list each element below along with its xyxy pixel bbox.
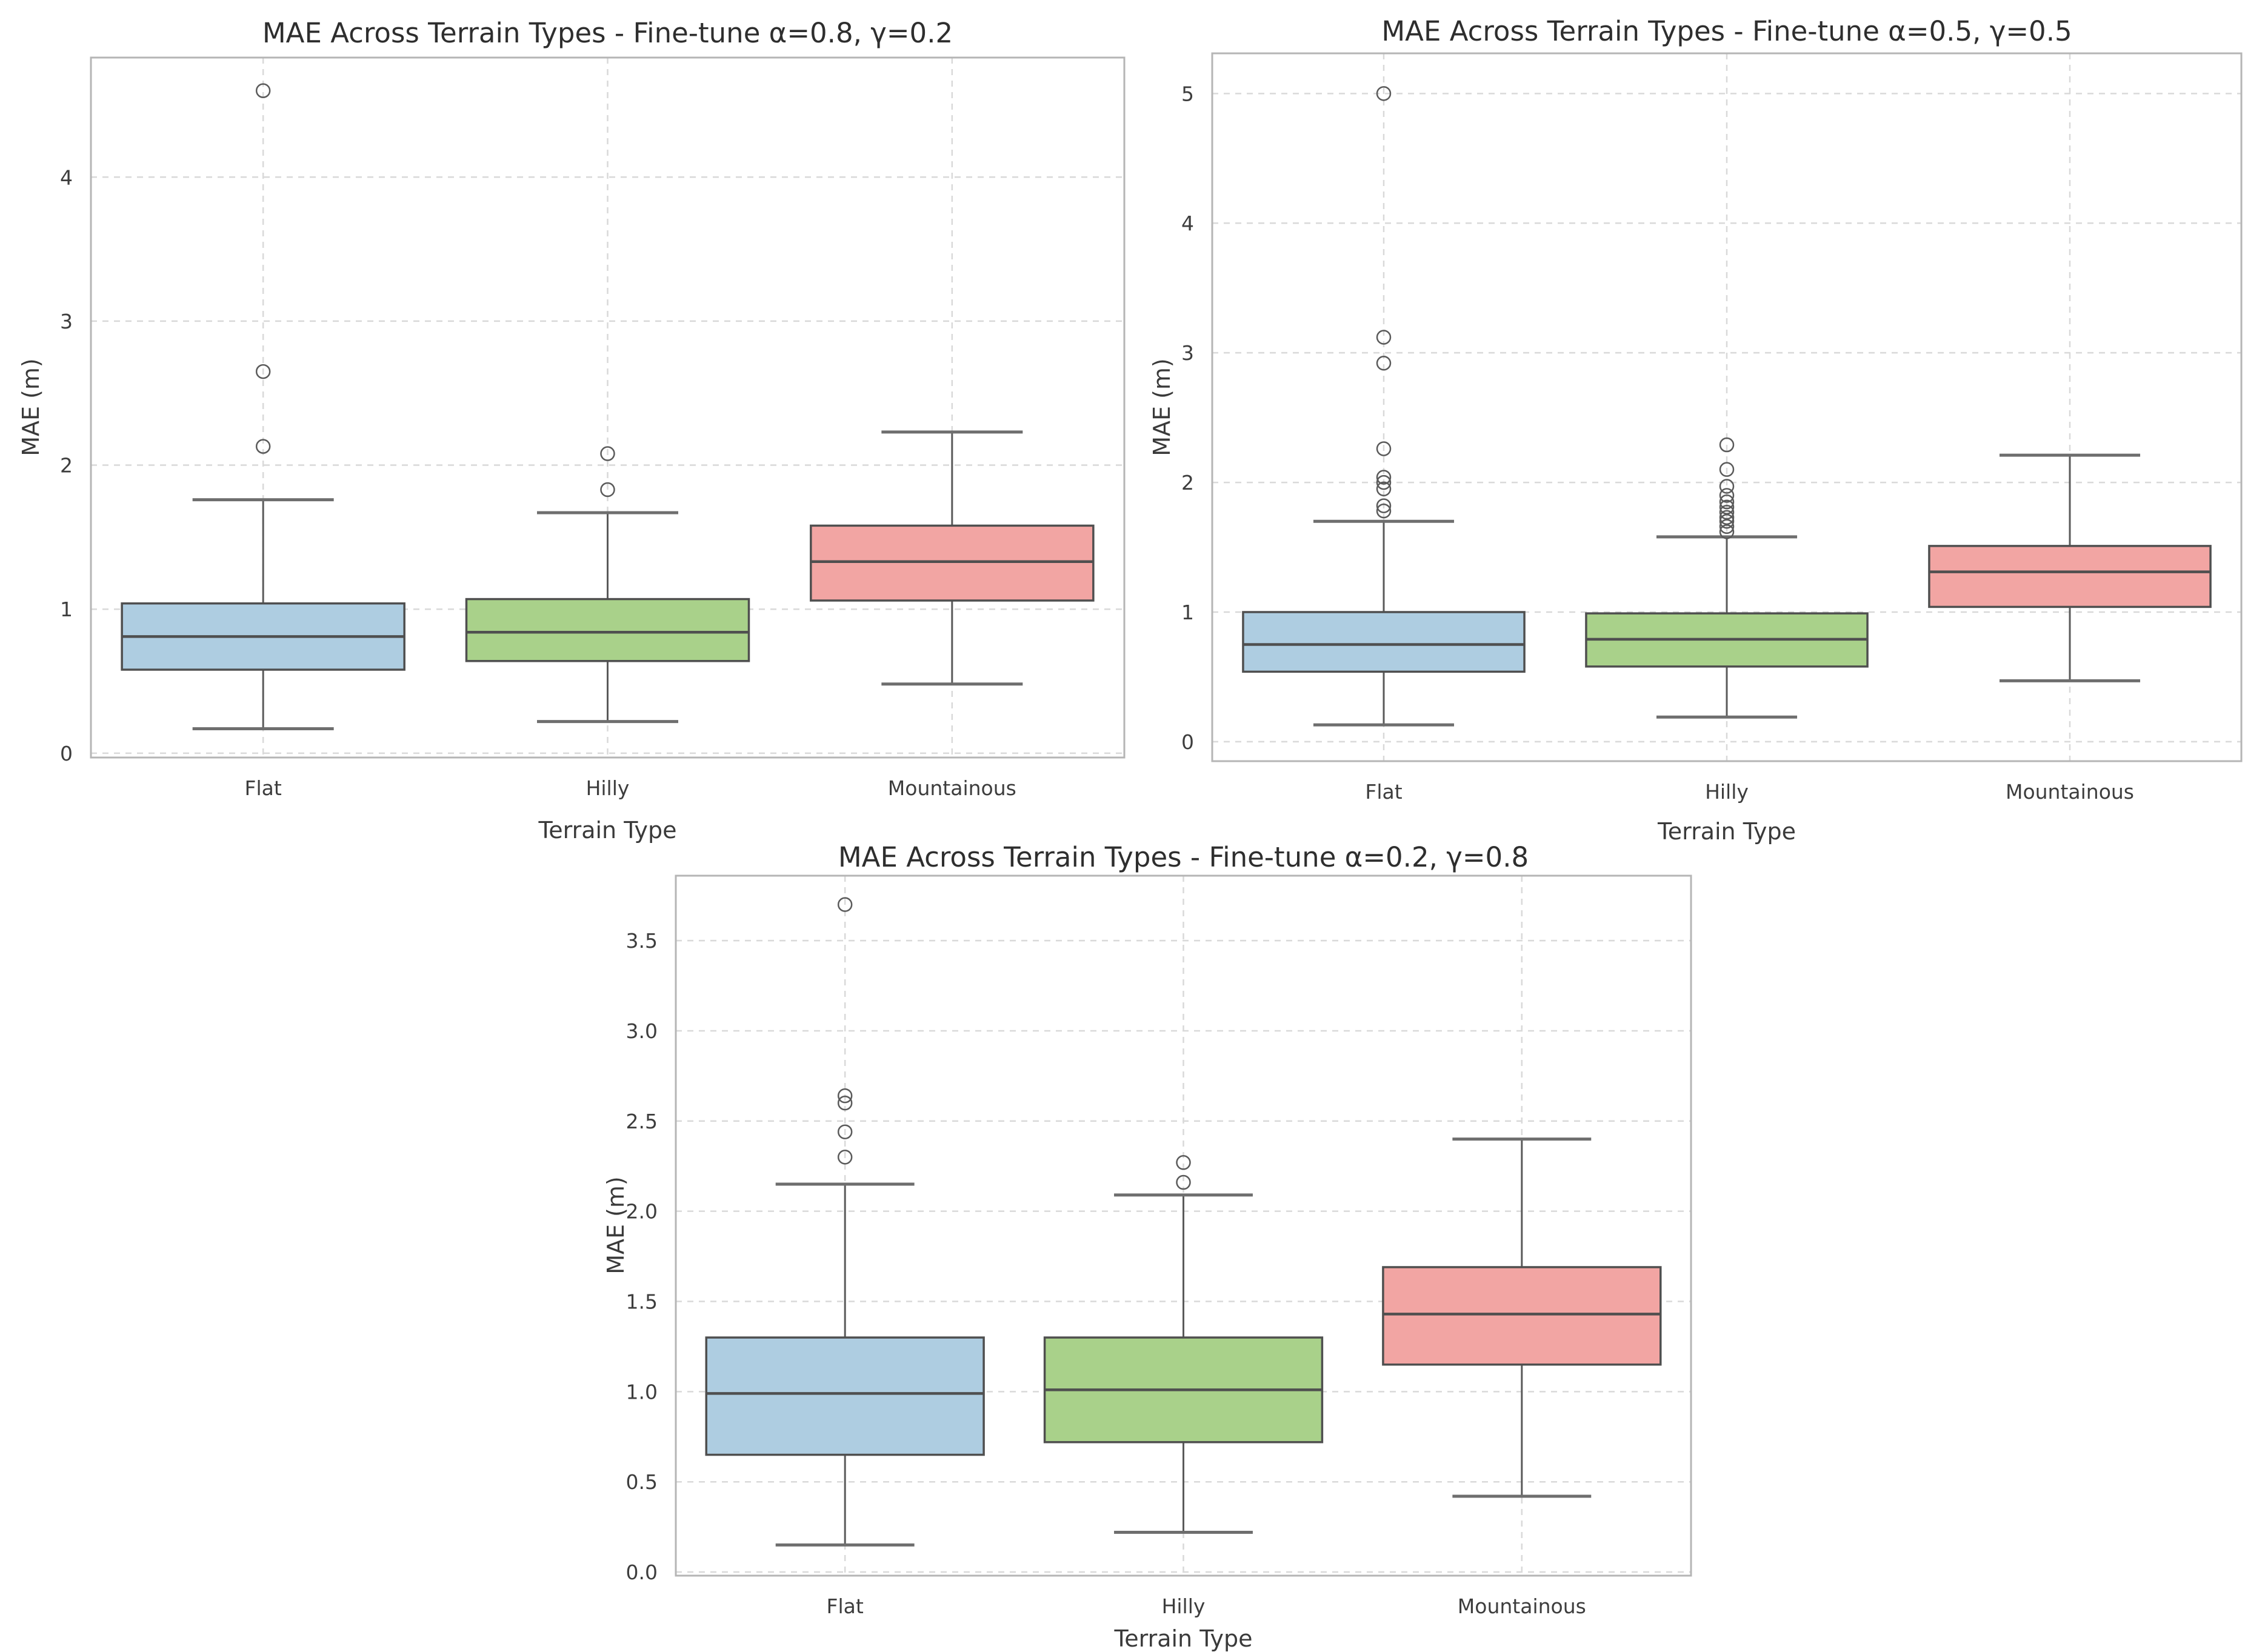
outlier-point — [1719, 513, 1735, 529]
y-tick-label: 2.0 — [626, 1200, 658, 1224]
y-tick-label: 2 — [60, 454, 73, 478]
outlier-point — [1719, 488, 1735, 503]
outlier-point — [1719, 462, 1735, 477]
box-mountainous — [1928, 545, 2212, 608]
x-tick-label: Hilly — [1705, 780, 1749, 804]
x-tick-label: Hilly — [1162, 1594, 1206, 1618]
outlier-point — [837, 1124, 853, 1139]
outlier-point — [1376, 86, 1392, 101]
y-tick-label: 3.0 — [626, 1019, 658, 1043]
y-tick-label: 0 — [1181, 730, 1194, 754]
y-tick-label: 0.0 — [626, 1560, 658, 1584]
boxplot-panel-2: MAE Across Terrain Types - Fine-tune α=0… — [1139, 6, 2245, 861]
y-tick-label: 4 — [1181, 211, 1194, 235]
outlier-point — [1719, 524, 1735, 539]
x-tick-label: Flat — [1365, 780, 1402, 804]
outlier-point — [1376, 356, 1392, 371]
axes-spines — [1211, 52, 2243, 762]
y-tick-label: 1 — [60, 598, 73, 621]
outlier-point — [1376, 481, 1392, 497]
y-axis-label: MAE (m) — [602, 1176, 629, 1274]
y-tick-label: 3 — [1181, 341, 1194, 365]
x-tick-label: Mountainous — [888, 776, 1016, 800]
chart-title: MAE Across Terrain Types - Fine-tune α=0… — [262, 17, 953, 49]
box-flat — [705, 1336, 985, 1456]
outlier-point — [255, 439, 271, 454]
y-tick-label: 0.5 — [626, 1470, 658, 1494]
y-tick-label: 1 — [1181, 601, 1194, 624]
outlier-point — [1719, 494, 1735, 510]
outlier-point — [1719, 479, 1735, 494]
y-tick-label: 3 — [60, 310, 73, 333]
box-hilly — [465, 598, 750, 662]
plot-area-2: 0 1 2 3 4 5 Flat Hilly Mountainous — [1181, 52, 2243, 804]
outlier-point — [1176, 1174, 1191, 1190]
x-axis-label: Terrain Type — [1114, 1625, 1253, 1652]
y-tick-label: 1.0 — [626, 1380, 658, 1404]
y-tick-label: 3.5 — [626, 929, 658, 953]
y-tick-label: 2 — [1181, 471, 1194, 495]
y-tick-label: 4 — [60, 165, 73, 189]
plot-area-1: 0 1 2 3 4 Flat Hilly Mountainous — [60, 56, 1126, 800]
outlier-point — [600, 482, 615, 498]
outlier-point — [1376, 441, 1392, 456]
outlier-point — [1376, 470, 1392, 485]
outlier-point — [1719, 505, 1735, 520]
outlier-point — [255, 83, 271, 98]
x-tick-label: Flat — [827, 1594, 864, 1618]
x-axis-label: Terrain Type — [538, 817, 677, 844]
outlier-point — [1376, 498, 1392, 513]
x-tick-label: Hilly — [586, 776, 630, 800]
y-axis-label: MAE (m) — [1149, 358, 1175, 456]
boxplot-panel-3: MAE Across Terrain Types - Fine-tune α=0… — [585, 836, 1712, 1652]
outlier-point — [837, 1088, 853, 1104]
outlier-point — [600, 446, 615, 461]
x-axis-label: Terrain Type — [1658, 818, 1796, 845]
boxplot-panel-1: MAE Across Terrain Types - Fine-tune α=0… — [12, 11, 1133, 859]
outlier-point — [1719, 510, 1735, 525]
axes-spines — [90, 56, 1126, 759]
outlier-point — [837, 1150, 853, 1165]
chart-title: MAE Across Terrain Types - Fine-tune α=0… — [838, 841, 1529, 873]
x-tick-label: Mountainous — [1458, 1594, 1586, 1618]
box-flat — [1242, 611, 1526, 673]
outlier-point — [1176, 1155, 1191, 1170]
x-tick-label: Flat — [245, 776, 282, 800]
outlier-point — [1719, 519, 1735, 535]
box-mountainous — [810, 524, 1095, 602]
outlier-point — [1376, 330, 1392, 345]
axes-spines — [675, 874, 1692, 1577]
outlier-point — [1376, 503, 1392, 519]
outlier-point — [1376, 475, 1392, 490]
y-tick-label: 0 — [60, 742, 73, 765]
y-tick-label: 1.5 — [626, 1290, 658, 1314]
outlier-point — [837, 1095, 853, 1111]
y-tick-label: 2.5 — [626, 1110, 658, 1133]
outlier-point — [1719, 499, 1735, 515]
x-tick-label: Mountainous — [2006, 780, 2134, 804]
box-mountainous — [1382, 1266, 1662, 1366]
outlier-point — [1719, 437, 1735, 453]
y-axis-label: MAE (m) — [18, 358, 44, 456]
outlier-point — [837, 897, 853, 912]
y-tick-label: 5 — [1181, 82, 1194, 105]
outlier-point — [255, 364, 271, 379]
plot-area-3: 0.0 0.5 1.0 1.5 2.0 2.5 3.0 3.5 Flat Hilly Mountai… — [626, 874, 1692, 1618]
chart-title: MAE Across Terrain Types - Fine-tune α=0… — [1381, 15, 2072, 47]
